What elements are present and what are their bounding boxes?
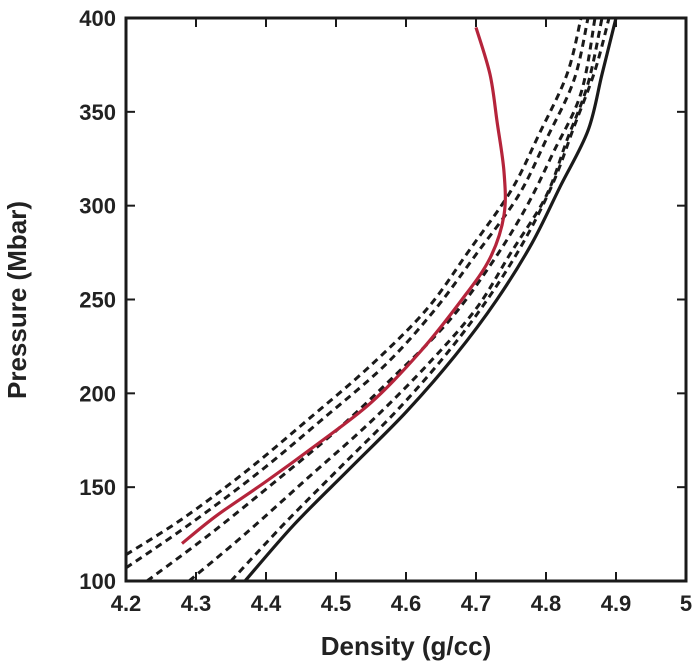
x-tick-label: 4.3 [181, 591, 212, 616]
x-tick-label: 4.7 [461, 591, 492, 616]
series-line-1 [243, 17, 618, 583]
x-tick-label: 5 [680, 591, 692, 616]
y-tick-label: 200 [79, 381, 116, 406]
y-tick-label: 250 [79, 288, 116, 313]
x-tick-label: 4.9 [601, 591, 632, 616]
y-tick-label: 100 [79, 569, 116, 594]
y-axis-title: Pressure (Mbar) [2, 201, 32, 399]
y-tick-label: 400 [79, 6, 116, 31]
series-line-5 [125, 17, 590, 570]
x-tick-label: 4.6 [391, 591, 422, 616]
series-line-3 [188, 17, 604, 583]
plot-area [126, 18, 686, 581]
x-tick-label: 4.4 [251, 591, 282, 616]
x-tick-label: 4.8 [531, 591, 562, 616]
x-axis-title: Density (g/cc) [321, 631, 492, 661]
series-layer [125, 17, 618, 583]
x-tick-label: 4.2 [111, 591, 142, 616]
y-tick-label: 150 [79, 475, 116, 500]
series-line-4 [146, 17, 597, 583]
series-line-7 [180, 26, 507, 545]
y-tick-label: 300 [79, 194, 116, 219]
series-line-6 [125, 17, 583, 556]
x-tick-label: 4.5 [321, 591, 352, 616]
series-line-2 [229, 17, 611, 583]
y-tick-label: 350 [79, 100, 116, 125]
tick-layer: 4.2 4.3 4.4 4.5 4.6 4.7 4.8 4.9 5 100 150 200 250 300… [79, 6, 692, 616]
